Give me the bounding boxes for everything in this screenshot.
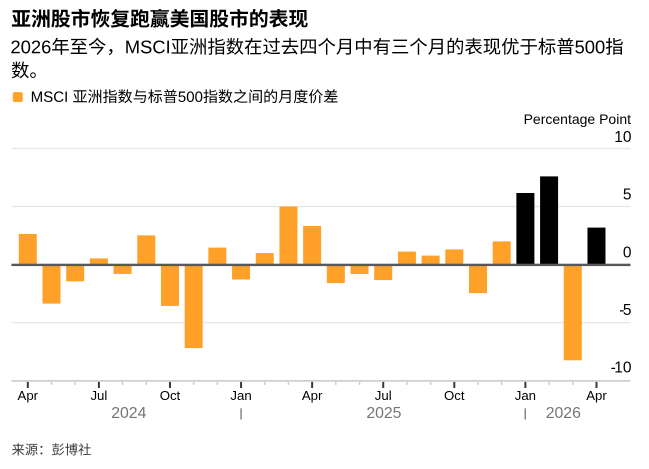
svg-text:Jan: Jan bbox=[515, 388, 536, 403]
svg-text:2024: 2024 bbox=[111, 405, 146, 422]
svg-text:0: 0 bbox=[623, 245, 632, 262]
svg-text:2025: 2025 bbox=[366, 405, 401, 422]
svg-text:Apr: Apr bbox=[586, 388, 607, 403]
svg-text:-5: -5 bbox=[619, 302, 631, 319]
svg-text:Apr: Apr bbox=[18, 388, 39, 403]
svg-text:Jul: Jul bbox=[90, 388, 107, 403]
svg-text:Percentage Point: Percentage Point bbox=[524, 111, 632, 127]
svg-text:Jan: Jan bbox=[230, 388, 251, 403]
svg-text:Oct: Oct bbox=[444, 388, 465, 403]
svg-text:Apr: Apr bbox=[302, 388, 323, 403]
svg-text:2026: 2026 bbox=[546, 405, 581, 422]
svg-text:Jul: Jul bbox=[375, 388, 392, 403]
svg-text:5: 5 bbox=[623, 187, 632, 204]
svg-text:Oct: Oct bbox=[160, 388, 181, 403]
svg-text:-10: -10 bbox=[611, 360, 632, 377]
svg-text:10: 10 bbox=[614, 129, 632, 146]
